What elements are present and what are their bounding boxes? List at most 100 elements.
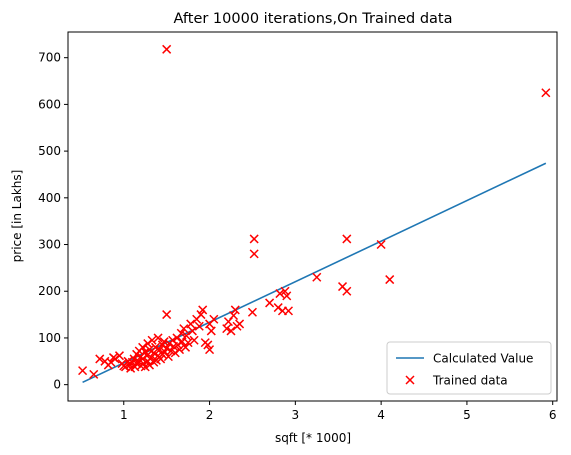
- data-point-stroke: [280, 286, 290, 296]
- data-point: [247, 307, 257, 317]
- data-point: [209, 314, 219, 324]
- data-point: [146, 353, 156, 363]
- data-point-stroke: [159, 337, 169, 347]
- legend-label-trained: Trained data: [432, 374, 508, 388]
- data-point-stroke: [222, 324, 232, 334]
- data-point-stroke: [150, 342, 161, 352]
- data-point-stroke: [229, 310, 239, 321]
- data-point-stroke: [385, 275, 395, 285]
- data-point-stroke: [189, 335, 199, 345]
- data-point-stroke: [198, 305, 208, 315]
- data-point-stroke: [181, 331, 191, 341]
- data-point: [144, 360, 155, 370]
- x-tick-label: 3: [292, 408, 300, 422]
- data-point-stroke: [186, 319, 196, 329]
- y-tick-label: 700: [38, 51, 61, 65]
- data-point: [187, 326, 197, 336]
- x-tick-label: 1: [120, 408, 128, 422]
- data-point: [230, 305, 240, 315]
- data-point: [249, 249, 259, 259]
- data-point-stroke: [179, 324, 189, 334]
- data-point-stroke: [162, 343, 172, 353]
- y-tick-label: 300: [38, 238, 61, 252]
- data-point-stroke: [138, 342, 148, 352]
- data-point: [183, 338, 193, 348]
- data-point: [385, 275, 395, 285]
- data-point: [174, 345, 185, 355]
- data-point-stroke: [206, 326, 216, 336]
- data-point: [159, 337, 169, 347]
- data-point: [249, 234, 259, 244]
- y-tick-label: 100: [38, 331, 61, 345]
- data-point-stroke: [194, 321, 204, 331]
- data-point: [162, 44, 172, 54]
- data-point-stroke: [95, 354, 105, 364]
- data-point-stroke: [376, 239, 386, 250]
- data-point-stroke: [275, 289, 285, 299]
- data-point: [163, 352, 173, 362]
- data-point-stroke: [183, 338, 193, 348]
- data-point-stroke: [147, 335, 157, 345]
- data-point: [147, 335, 157, 345]
- data-point: [342, 234, 352, 244]
- x-tick-label: 6: [549, 408, 557, 422]
- data-point: [342, 286, 352, 296]
- data-point-stroke: [541, 88, 551, 98]
- y-tick-label: 0: [53, 378, 61, 392]
- data-point: [78, 366, 88, 376]
- data-point-stroke: [163, 352, 173, 362]
- data-point: [198, 305, 208, 315]
- data-point-stroke: [312, 272, 322, 282]
- data-point-stroke: [265, 298, 275, 308]
- data-point: [114, 351, 125, 361]
- y-axis: 0 100 200 300 400 500 600 700: [38, 51, 68, 392]
- data-point-stroke: [342, 234, 352, 244]
- data-point: [181, 331, 191, 341]
- x-tick-label: 2: [206, 408, 214, 422]
- data-point: [226, 326, 236, 336]
- data-point-stroke: [249, 234, 259, 244]
- data-point: [181, 342, 191, 352]
- data-point-stroke: [203, 340, 213, 350]
- data-point-stroke: [247, 307, 257, 317]
- data-point-stroke: [187, 326, 197, 336]
- data-point: [89, 369, 99, 379]
- data-point: [376, 239, 386, 250]
- data-point: [138, 342, 148, 352]
- data-point-stroke: [282, 291, 292, 301]
- data-point-stroke: [283, 306, 294, 316]
- x-tick-label: 4: [377, 408, 385, 422]
- y-tick-label: 400: [38, 191, 61, 205]
- data-point: [235, 319, 245, 329]
- data-point-stroke: [153, 333, 163, 343]
- data-point: [222, 324, 232, 334]
- data-point-stroke: [174, 345, 185, 355]
- data-point-stroke: [342, 286, 352, 296]
- plot-area: [78, 44, 551, 384]
- plot-frame: [67, 31, 558, 402]
- data-point: [189, 335, 199, 345]
- data-point-stroke: [162, 44, 172, 54]
- data-point: [150, 342, 161, 352]
- legend-marker-stroke: [405, 375, 415, 385]
- y-tick-label: 200: [38, 284, 61, 298]
- x-tick-label: 5: [463, 408, 471, 422]
- data-point-stroke: [209, 314, 219, 324]
- legend: Calculated Value Trained data: [386, 341, 552, 395]
- legend-marker-swatch: [405, 375, 415, 385]
- data-point-stroke: [235, 319, 245, 329]
- data-point-stroke: [123, 356, 133, 366]
- data-point: [186, 319, 196, 329]
- data-point-stroke: [78, 366, 88, 376]
- data-point-stroke: [146, 353, 156, 363]
- data-point-stroke: [89, 369, 99, 379]
- data-point: [229, 310, 239, 321]
- chart-title: After 10000 iterations,On Trained data: [174, 11, 453, 27]
- data-point-stroke: [249, 249, 259, 259]
- data-point-stroke: [144, 360, 155, 370]
- data-point-stroke: [226, 326, 236, 336]
- data-point: [153, 333, 163, 343]
- y-axis-label: price [in Lakhs]: [10, 170, 24, 263]
- x-axis-label: sqft [* 1000]: [275, 431, 351, 445]
